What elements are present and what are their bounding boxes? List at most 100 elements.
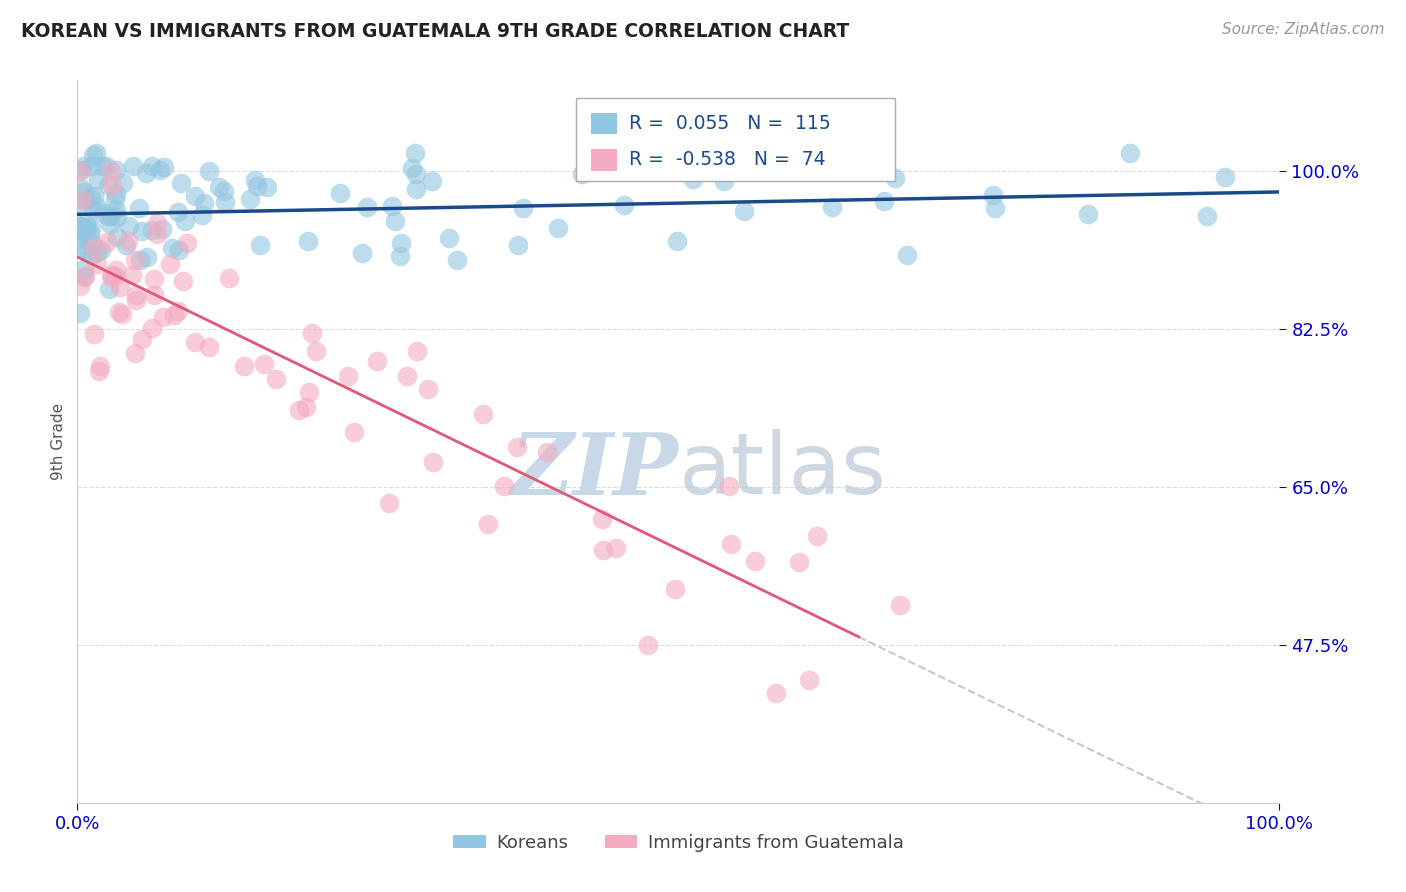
Text: ZIP: ZIP xyxy=(510,429,679,512)
Point xyxy=(1197,209,1219,223)
Point xyxy=(264,371,287,385)
Point xyxy=(765,686,787,700)
Point xyxy=(101,178,124,193)
Point xyxy=(405,343,427,358)
Point xyxy=(233,359,256,373)
Point xyxy=(665,234,688,248)
Point xyxy=(96,235,118,249)
Point xyxy=(806,529,828,543)
Point xyxy=(70,193,93,207)
Point xyxy=(69,222,91,236)
Point xyxy=(89,359,111,374)
Point xyxy=(121,268,143,282)
Point xyxy=(613,198,636,212)
Point xyxy=(124,346,146,360)
Text: Source: ZipAtlas.com: Source: ZipAtlas.com xyxy=(1222,22,1385,37)
Point xyxy=(86,245,108,260)
Point xyxy=(720,537,742,551)
Point xyxy=(104,268,127,283)
Text: R =  -0.538   N =  74: R = -0.538 N = 74 xyxy=(628,150,825,169)
Point xyxy=(82,148,104,162)
Point xyxy=(494,479,516,493)
Point xyxy=(134,166,156,180)
Point xyxy=(105,210,128,224)
Point xyxy=(405,167,427,181)
Point xyxy=(141,223,163,237)
Point xyxy=(97,282,120,296)
Point xyxy=(184,334,207,349)
Point xyxy=(239,192,262,206)
Point xyxy=(86,200,108,214)
Point xyxy=(110,280,132,294)
Point xyxy=(873,194,896,209)
Point xyxy=(70,182,93,196)
Point xyxy=(718,479,741,493)
Point xyxy=(713,174,735,188)
Point xyxy=(744,554,766,568)
Point xyxy=(297,385,319,400)
Point xyxy=(153,161,176,175)
Point xyxy=(94,159,117,173)
Point xyxy=(141,321,163,335)
Point xyxy=(83,189,105,203)
Point xyxy=(84,145,107,160)
Point xyxy=(90,159,112,173)
Point xyxy=(389,249,412,263)
Point xyxy=(152,310,174,324)
Point xyxy=(218,271,240,285)
Point xyxy=(243,173,266,187)
Point xyxy=(69,162,91,177)
Point xyxy=(682,172,704,186)
Point xyxy=(384,213,406,227)
Point xyxy=(472,407,495,421)
Point xyxy=(381,199,404,213)
Point xyxy=(75,223,97,237)
Point xyxy=(100,268,122,282)
Point xyxy=(176,235,198,250)
Point xyxy=(76,233,98,247)
Point xyxy=(87,363,110,377)
Point xyxy=(184,188,207,202)
Point xyxy=(146,227,169,242)
Point xyxy=(104,202,127,217)
Point xyxy=(105,163,128,178)
Point xyxy=(198,163,221,178)
Point xyxy=(884,170,907,185)
Point xyxy=(124,293,146,307)
Point xyxy=(592,542,614,557)
Point xyxy=(97,178,120,192)
Point xyxy=(984,201,1007,215)
Point xyxy=(733,204,755,219)
Point xyxy=(135,250,157,264)
Point xyxy=(401,161,423,175)
Point xyxy=(437,231,460,245)
Point xyxy=(149,162,172,177)
Point xyxy=(100,209,122,223)
Bar xyxy=(576,98,894,181)
Point xyxy=(807,161,830,175)
Point xyxy=(104,192,127,206)
Point xyxy=(105,262,128,277)
Point xyxy=(108,305,131,319)
Point xyxy=(141,159,163,173)
Point xyxy=(69,242,91,256)
Point xyxy=(173,214,195,228)
Point xyxy=(79,227,101,242)
Point xyxy=(605,541,627,555)
Point xyxy=(256,180,278,194)
Point xyxy=(79,190,101,204)
Point xyxy=(169,177,191,191)
Point xyxy=(159,257,181,271)
Point xyxy=(69,279,91,293)
Point xyxy=(172,274,194,288)
Point xyxy=(378,496,401,510)
Point xyxy=(129,252,152,267)
Point xyxy=(208,179,231,194)
Point xyxy=(80,159,103,173)
Point xyxy=(249,238,271,252)
Point xyxy=(69,219,91,233)
Bar xyxy=(591,112,617,135)
Point xyxy=(111,307,134,321)
Point xyxy=(547,221,569,235)
Point xyxy=(86,257,108,271)
